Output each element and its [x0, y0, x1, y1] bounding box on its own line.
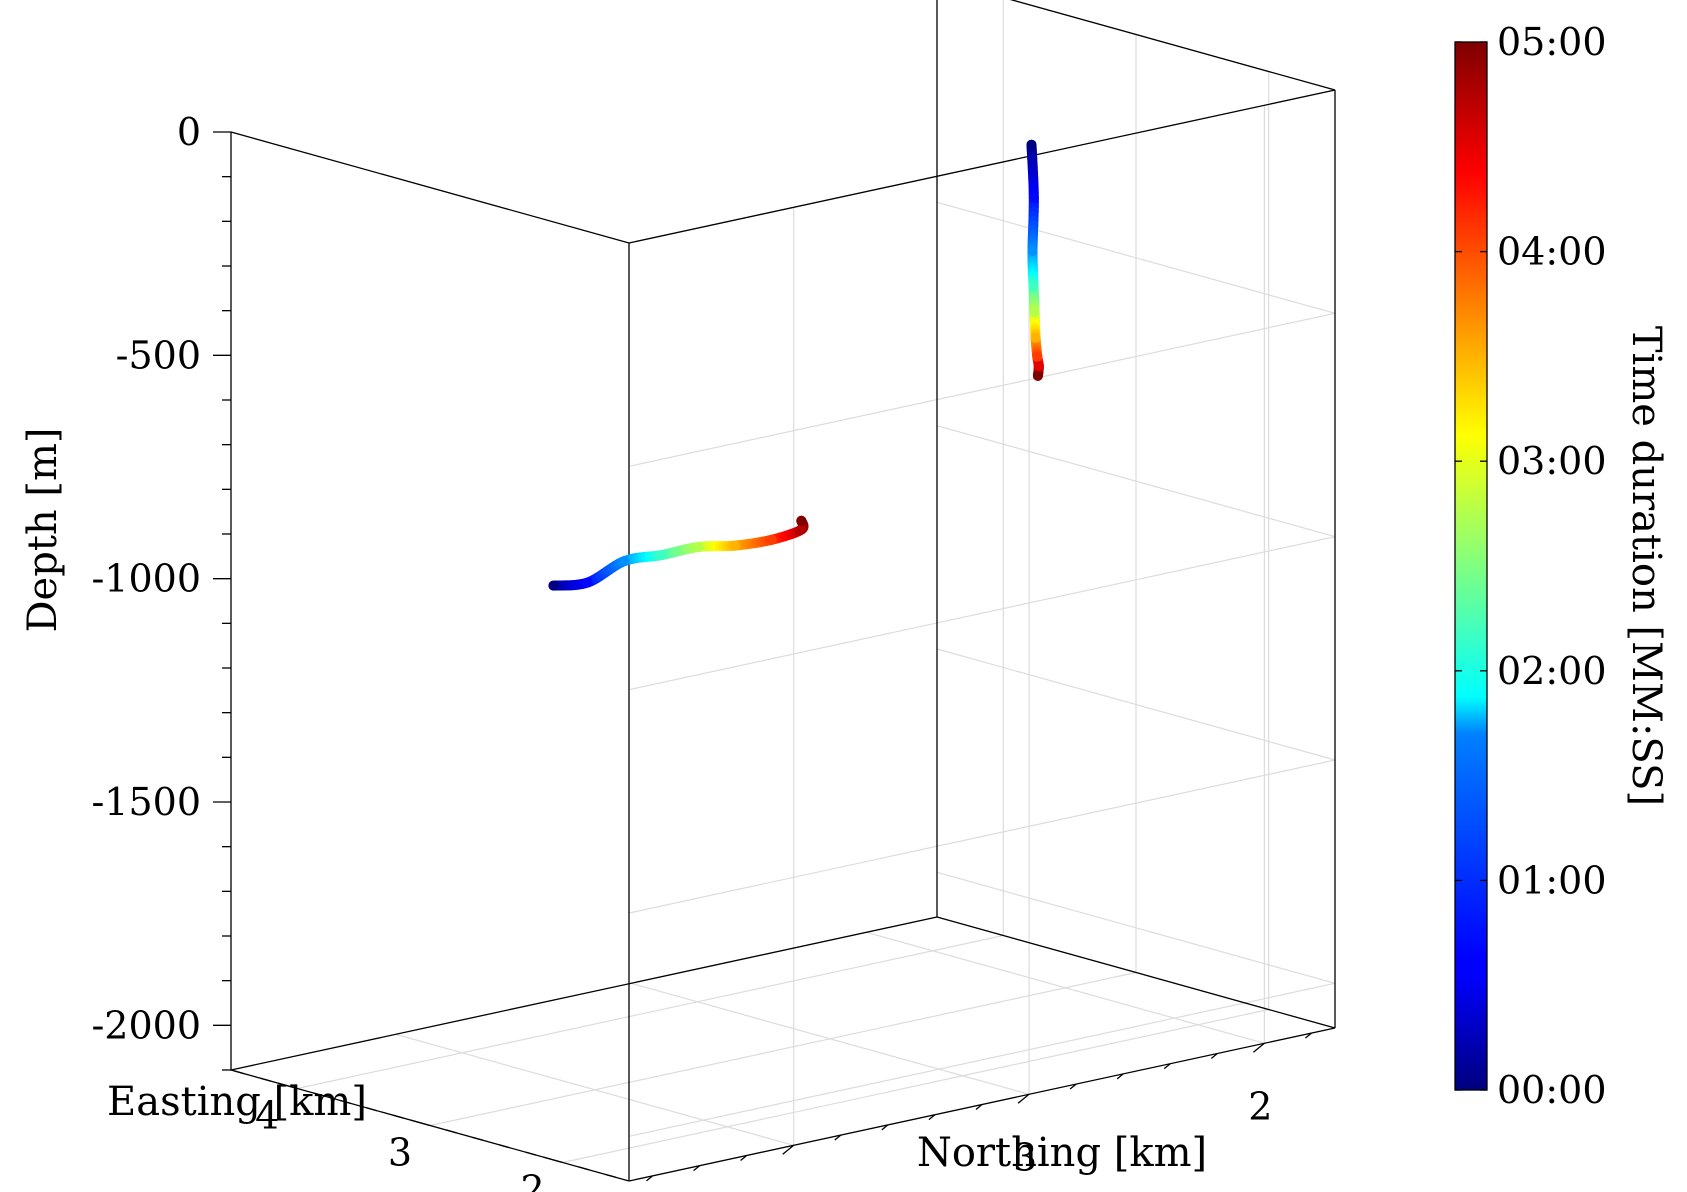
x-minor-tick: [339, 1099, 351, 1104]
y-minor-tick: [1163, 1063, 1171, 1070]
colorbar-tick-label: 05:00: [1497, 20, 1607, 64]
x-minor-tick: [260, 1077, 271, 1082]
x-tick-label: 4: [255, 1094, 279, 1138]
y-minor-tick: [740, 1154, 748, 1161]
x-minor-tick: [498, 1144, 510, 1149]
axes-edge: [1009, 0, 1336, 91]
series-1: [1026, 139, 1044, 381]
axis-ticks: [213, 131, 1312, 1182]
gridline-z-left: [628, 536, 1336, 691]
x-minor-tick: [445, 1129, 457, 1134]
colorbar-tick-label: 04:00: [1497, 230, 1607, 274]
data-point: [582, 577, 593, 588]
z-axis-label: Depth [m]: [20, 427, 66, 632]
gridline-z-right: [936, 648, 1336, 761]
data-point: [730, 540, 741, 551]
colorbar-gradient: [1454, 41, 1488, 1091]
colorbar-tick-label: 00:00: [1497, 1068, 1607, 1112]
y-minor-tick: [1210, 1052, 1218, 1059]
axes-edge: [230, 131, 630, 244]
data-point: [1029, 306, 1040, 317]
data-point: [796, 524, 807, 535]
data-point: [1027, 246, 1038, 257]
data-point: [796, 515, 807, 526]
gridline-x-floor: [562, 1008, 1269, 1164]
x-minor-tick: [313, 1092, 325, 1097]
data-point: [1028, 280, 1039, 291]
data-point: [619, 555, 630, 566]
colorbar-ticks: 00:00 01:00 02:00 03:00 04:00 05:00: [1455, 20, 1607, 1112]
x-minor-tick: [392, 1114, 404, 1119]
gridline-z-left: [628, 759, 1336, 914]
tick-labels: 0 -500 -1000 -1500 -2000 2 3 4 2 3 4: [91, 110, 1272, 1192]
y-minor-tick: [1069, 1083, 1077, 1090]
x-major-tick: [543, 1156, 563, 1164]
z-tick-label: -1000: [91, 557, 201, 601]
x-major-tick: [410, 1119, 431, 1127]
y-axis-label: Northing [km]: [917, 1130, 1207, 1176]
x-minor-tick: [472, 1136, 484, 1141]
y-minor-tick: [1116, 1073, 1124, 1080]
x-minor-tick: [366, 1107, 378, 1112]
colorbar-tick-label: 01:00: [1497, 858, 1607, 902]
colorbar-label: Time duration [MM:SS]: [1623, 326, 1669, 806]
y-major-tick: [782, 1144, 795, 1155]
y-minor-tick: [881, 1124, 889, 1131]
data-point: [1028, 192, 1039, 203]
gridline-z-right: [936, 425, 1336, 538]
colorbar: 00:00 01:00 02:00 03:00 04:00 05:00: [1454, 20, 1607, 1112]
gridline-z-left: [628, 312, 1336, 467]
y-major-tick: [1017, 1093, 1030, 1104]
data-point: [656, 550, 667, 561]
axes-box: [230, 0, 1336, 1182]
axes-edge: [936, 916, 1336, 1029]
data-series: [548, 139, 1044, 591]
x-major-tick: [277, 1082, 298, 1090]
z-tick-label: -1500: [91, 780, 201, 824]
colorbar-tick-label: 03:00: [1497, 439, 1607, 483]
y-minor-tick: [693, 1165, 701, 1172]
grid-lines: [297, 0, 1336, 1164]
y-minor-tick: [928, 1114, 936, 1121]
data-point: [548, 580, 559, 591]
gridline-z-right: [936, 871, 1336, 984]
y-tick-label: 2: [1248, 1084, 1272, 1128]
x-axis-label: Easting [km]: [107, 1079, 367, 1125]
gridline-y-floor: [866, 931, 1265, 1044]
z-tick-label: -2000: [91, 1003, 201, 1047]
axes-edge: [230, 916, 938, 1071]
colorbar-tick-label: 02:00: [1497, 649, 1607, 693]
gridline-y-floor: [630, 982, 1030, 1095]
gridline-x-floor: [297, 934, 1004, 1090]
z-tick-label: 0: [177, 110, 201, 154]
data-point: [1026, 139, 1037, 150]
x-tick-label: 2: [520, 1168, 544, 1192]
y-major-tick: [1252, 1042, 1265, 1053]
data-point: [1032, 370, 1043, 381]
x-minor-tick: [578, 1166, 590, 1171]
gridline-x-floor: [429, 971, 1137, 1127]
z-tick-label: -500: [116, 333, 201, 377]
y-tick-label: 4: [778, 1186, 802, 1192]
y-tick-label: 3: [1013, 1135, 1037, 1179]
gridline-z-left: [628, 982, 1336, 1137]
gridline-y-floor: [395, 1033, 794, 1146]
y-minor-tick: [975, 1103, 983, 1110]
gridline-z-right: [936, 201, 1336, 314]
series-2: [548, 515, 809, 591]
data-point: [693, 541, 704, 552]
y-minor-tick: [834, 1134, 842, 1141]
x-minor-tick: [604, 1173, 616, 1178]
data-point: [766, 534, 777, 545]
data-point: [1030, 332, 1041, 343]
x-minor-tick: [233, 1070, 245, 1075]
data-point: [1032, 352, 1043, 363]
x-minor-tick: [525, 1151, 537, 1156]
data-point: [1033, 361, 1044, 372]
y-minor-tick: [1305, 1032, 1312, 1039]
axes-edge: [628, 89, 1336, 244]
x-tick-label: 3: [388, 1131, 412, 1175]
y-minor-tick: [646, 1175, 653, 1182]
